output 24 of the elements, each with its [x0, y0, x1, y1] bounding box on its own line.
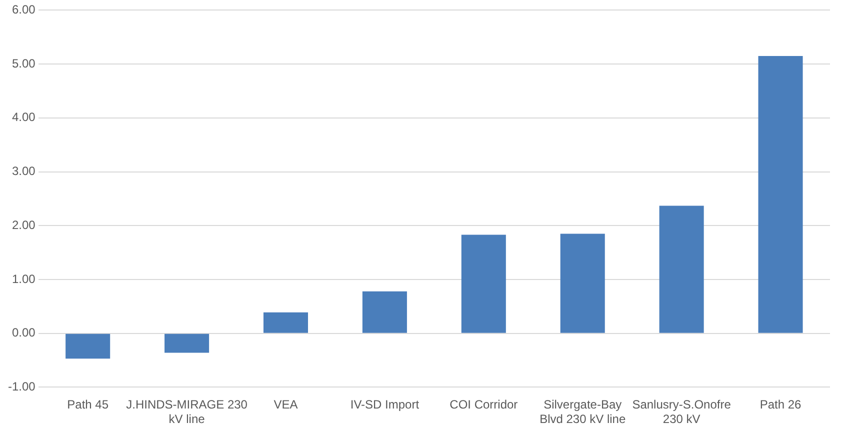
x-tick-label: Path 45 — [67, 398, 109, 412]
x-tick-label: Silvergate-Bay Blvd 230 kV line — [540, 398, 626, 426]
bar — [164, 334, 210, 353]
y-tick-label: 3.00 — [12, 164, 36, 178]
x-tick-label: IV-SD Import — [350, 398, 420, 412]
y-tick-label: 1.00 — [12, 272, 36, 286]
bar — [461, 234, 506, 333]
x-tick-label: Path 26 — [760, 398, 802, 412]
bar — [659, 206, 704, 333]
y-tick-label: 6.00 — [12, 2, 36, 17]
y-tick-label: 0.00 — [12, 326, 36, 340]
x-tick-label: Sanlusry-S.Onofre 230 kV — [632, 398, 732, 426]
bar — [362, 291, 407, 333]
bar — [758, 56, 803, 333]
x-tick-label: COI Corridor — [450, 398, 518, 412]
bar — [263, 312, 308, 333]
y-tick-label: 4.00 — [12, 110, 36, 124]
bar — [560, 234, 605, 333]
x-tick-label: J.HINDS-MIRAGE 230 kV line — [126, 398, 248, 426]
y-tick-label: -1.00 — [8, 380, 36, 394]
x-tick-label: VEA — [274, 398, 298, 412]
y-tick-label: 5.00 — [12, 56, 36, 70]
bar — [66, 334, 110, 359]
y-tick-label: 2.00 — [12, 218, 36, 232]
